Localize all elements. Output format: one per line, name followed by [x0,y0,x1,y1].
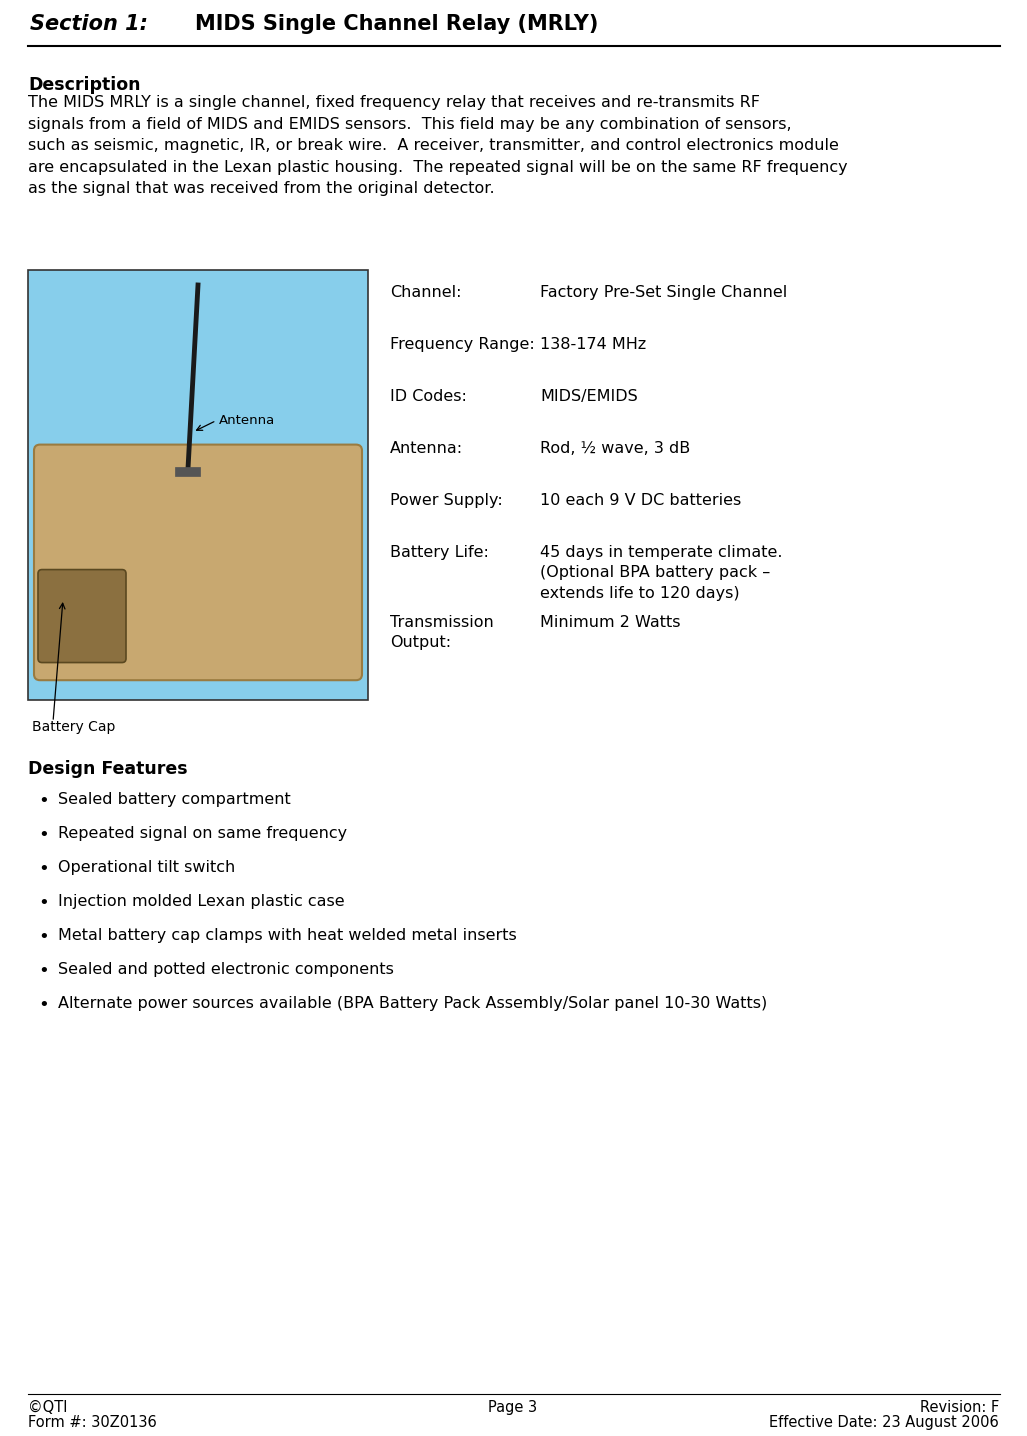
Text: •: • [38,962,48,979]
Text: Transmission
Output:: Transmission Output: [390,615,494,651]
Text: Revision: F: Revision: F [920,1400,999,1414]
Text: MIDS Single Channel Relay (MRLY): MIDS Single Channel Relay (MRLY) [195,14,599,34]
Text: ©QTI: ©QTI [28,1400,68,1414]
Text: Battery Cap: Battery Cap [32,719,115,734]
Text: Page 3: Page 3 [489,1400,537,1414]
Text: Description: Description [28,76,141,93]
Text: ID Codes:: ID Codes: [390,389,467,404]
Text: Repeated signal on same frequency: Repeated signal on same frequency [58,826,347,841]
Text: Section 1:: Section 1: [30,14,148,34]
Text: 10 each 9 V DC batteries: 10 each 9 V DC batteries [540,493,741,508]
Text: •: • [38,997,48,1014]
Text: Frequency Range:: Frequency Range: [390,337,545,352]
Text: •: • [38,793,48,810]
Text: Form #: 30Z0136: Form #: 30Z0136 [28,1414,157,1430]
FancyBboxPatch shape [38,570,126,662]
Text: Sealed battery compartment: Sealed battery compartment [58,793,291,807]
Text: Sealed and potted electronic components: Sealed and potted electronic components [58,962,394,976]
Text: 45 days in temperate climate.
(Optional BPA battery pack –
extends life to 120 d: 45 days in temperate climate. (Optional … [540,546,783,600]
Text: MIDS/EMIDS: MIDS/EMIDS [540,389,638,404]
Text: •: • [38,928,48,946]
Text: Channel:: Channel: [390,284,461,300]
Text: Operational tilt switch: Operational tilt switch [58,860,235,875]
Text: •: • [38,826,48,844]
Text: Design Features: Design Features [28,760,188,778]
Text: Minimum 2 Watts: Minimum 2 Watts [540,615,681,630]
Text: •: • [38,860,48,877]
Text: Rod, ½ wave, 3 dB: Rod, ½ wave, 3 dB [540,441,690,457]
Text: Alternate power sources available (BPA Battery Pack Assembly/Solar panel 10-30 W: Alternate power sources available (BPA B… [58,997,767,1011]
Text: Battery Life:: Battery Life: [390,546,489,560]
Bar [28,270,368,699]
Text: 138-174 MHz: 138-174 MHz [540,337,646,352]
Text: •: • [38,895,48,912]
FancyBboxPatch shape [34,445,362,681]
Text: Antenna: Antenna [219,414,274,426]
Text: Power Supply:: Power Supply: [390,493,503,508]
Text: Metal battery cap clamps with heat welded metal inserts: Metal battery cap clamps with heat welde… [58,928,517,943]
Text: Effective Date: 23 August 2006: Effective Date: 23 August 2006 [769,1414,999,1430]
Text: Injection molded Lexan plastic case: Injection molded Lexan plastic case [58,895,345,909]
Text: The MIDS MRLY is a single channel, fixed frequency relay that receives and re-tr: The MIDS MRLY is a single channel, fixed… [28,95,847,197]
Text: Factory Pre-Set Single Channel: Factory Pre-Set Single Channel [540,284,788,300]
Text: Antenna:: Antenna: [390,441,463,457]
